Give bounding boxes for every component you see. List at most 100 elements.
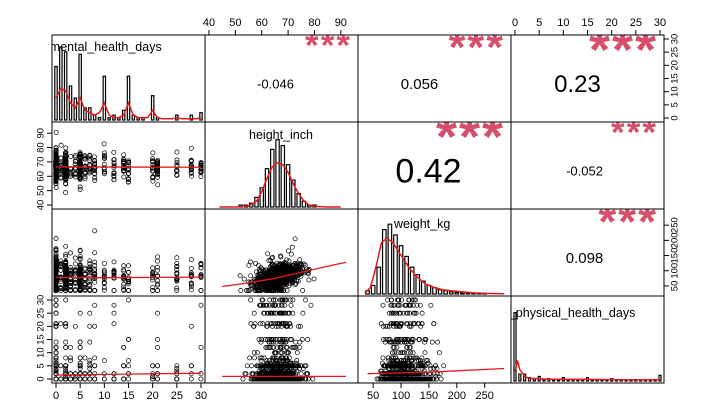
scatter-point (174, 363, 180, 369)
scatter-point (68, 376, 73, 382)
axis-tick-label: 15 (670, 73, 681, 84)
scatter-point (263, 267, 269, 273)
scatter-point (121, 156, 127, 162)
axis-tick-label: 0 (36, 376, 47, 381)
axis-tick-label: 5 (36, 363, 47, 368)
scatter-point (111, 259, 117, 265)
scatter-point (63, 174, 69, 180)
scatter-point (77, 150, 83, 156)
scatter-point (268, 263, 274, 269)
scatter-point (410, 371, 416, 377)
density-line (364, 237, 505, 295)
scatter-point (53, 363, 59, 369)
scatter-point (58, 163, 64, 168)
scatter-point (389, 297, 395, 303)
scatter-point (174, 271, 180, 277)
scatter-point (150, 363, 156, 369)
scatter-point (101, 281, 107, 286)
histogram-bar (270, 148, 275, 208)
scatter-point (277, 262, 283, 267)
scatter-point (289, 277, 295, 283)
scatter-point (77, 159, 83, 164)
scatter-point (413, 371, 419, 377)
scatter-point (63, 261, 69, 266)
scatter-point (150, 150, 156, 156)
scatter-point (68, 267, 73, 273)
scatter-point (259, 355, 265, 361)
scatter-point (58, 363, 64, 369)
correlation-value: 0.056 (401, 76, 439, 93)
scatter-point (174, 260, 180, 266)
histogram-bar (409, 266, 415, 295)
scatter-point (150, 156, 155, 162)
x-axis-bad-mental-health-days: 0 5 10 15 20 25 30 (53, 383, 207, 402)
scatter-point (92, 263, 98, 268)
scatter-point (58, 263, 64, 268)
scatter-point (53, 236, 59, 241)
scatter-point (297, 344, 302, 350)
scatter-point (272, 350, 278, 356)
scatter-point (270, 355, 276, 361)
scatter-point (286, 258, 292, 264)
scatter-point (380, 355, 386, 361)
scatter-point (386, 310, 392, 316)
scatter-point (284, 323, 290, 329)
scatter-point (386, 376, 392, 382)
scatter-point (150, 178, 156, 184)
scatter-point (53, 323, 59, 329)
scatter-point (111, 376, 117, 382)
scatter-point (394, 321, 400, 327)
scatter-point (383, 363, 389, 369)
scatter-point (385, 355, 391, 361)
scatter-point (188, 363, 194, 369)
scatter-point (410, 337, 416, 342)
axis-tick-label: 60 (36, 171, 47, 182)
scatter-point (101, 376, 107, 382)
correlation-value: 0.23 (554, 71, 601, 98)
scatter-point (63, 171, 69, 176)
scatter-point (263, 366, 269, 371)
axis-tick-label: 40 (36, 200, 47, 211)
scatter-point (407, 323, 412, 329)
scatter-point (72, 376, 78, 382)
scatter-point (237, 273, 243, 279)
scatter-point (77, 279, 83, 285)
histogram-bar (590, 379, 594, 382)
scatter-point (53, 173, 59, 179)
histogram-bar (552, 379, 556, 382)
scatter-point (63, 190, 69, 196)
scatter-point (111, 270, 117, 276)
scatter-point (282, 266, 288, 272)
scatter-point (277, 297, 283, 303)
axis-tick-label: 250 (670, 217, 681, 233)
smoother-line (222, 261, 347, 288)
scatter-point (256, 363, 261, 369)
scatter-point (174, 366, 180, 371)
scatter-point (273, 355, 279, 361)
scatter-physical-vs-weight (367, 297, 505, 382)
scatter-point (53, 284, 59, 290)
scatter-point (258, 363, 264, 369)
scatter-point (293, 262, 299, 268)
axis-tick-label: 20 (670, 60, 681, 71)
scatter-point (101, 276, 107, 282)
scatter-point (87, 288, 93, 293)
scatter-point (198, 174, 204, 179)
scatter-point (72, 261, 78, 267)
scatter-point (297, 366, 302, 371)
scatter-point (283, 363, 289, 369)
scatter-point (53, 129, 59, 135)
scatter-point (302, 262, 308, 268)
scatter-point (397, 363, 403, 369)
scatter-point (87, 276, 93, 282)
scatter-point (411, 310, 417, 316)
scatter-point (126, 376, 131, 382)
scatter-point (111, 149, 117, 155)
panel-frame (51, 295, 206, 384)
scatter-point (298, 371, 304, 377)
axis-tick-label: 30 (36, 295, 47, 306)
scatter-point (391, 355, 396, 361)
scatter-point (155, 172, 161, 178)
scatter-point (155, 161, 160, 167)
